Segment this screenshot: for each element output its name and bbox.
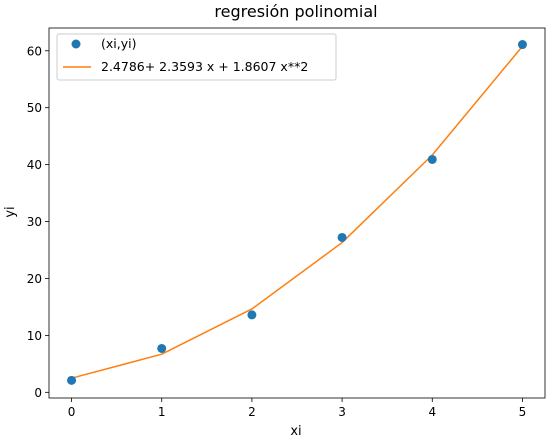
chart-title: regresión polinomial <box>214 2 377 21</box>
x-tick-label: 0 <box>68 405 76 419</box>
data-point <box>67 375 77 385</box>
x-tick-label: 3 <box>338 405 346 419</box>
y-axis-ticks: 0 10 20 30 40 50 60 <box>27 44 49 400</box>
x-tick-label: 2 <box>248 405 256 419</box>
y-tick-label: 40 <box>27 158 42 172</box>
fit-line <box>71 45 524 379</box>
series-layer <box>67 40 527 385</box>
x-tick-label: 5 <box>519 405 527 419</box>
x-tick-label: 4 <box>428 405 436 419</box>
y-tick-label: 60 <box>27 44 42 58</box>
legend-label-line: 2.4786+ 2.3593 x + 1.8607 x**2 <box>101 59 308 74</box>
y-tick-label: 50 <box>27 101 42 115</box>
legend-box <box>56 33 337 81</box>
legend-label-points: (xi,yi) <box>101 36 136 51</box>
y-axis-label: yi <box>3 206 18 217</box>
legend-marker-points <box>71 39 81 49</box>
data-point <box>427 154 437 164</box>
x-tick-label: 1 <box>158 405 166 419</box>
data-point <box>337 232 347 242</box>
plot-area <box>48 27 546 399</box>
y-tick-label: 20 <box>27 272 42 286</box>
data-point <box>247 310 257 320</box>
x-axis-ticks: 0 1 2 3 4 5 <box>68 398 527 419</box>
y-tick-label: 10 <box>27 329 42 343</box>
data-point <box>157 343 167 353</box>
y-tick-label: 30 <box>27 215 42 229</box>
y-tick-label: 0 <box>34 386 42 400</box>
x-axis-label: xi <box>290 424 301 439</box>
data-point <box>517 40 527 50</box>
legend: (xi,yi) 2.4786+ 2.3593 x + 1.8607 x**2 <box>56 33 337 81</box>
